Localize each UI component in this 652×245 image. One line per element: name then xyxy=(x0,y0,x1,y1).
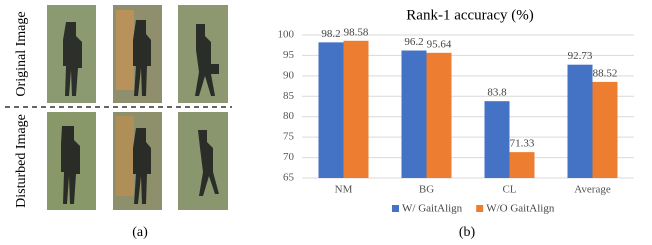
value-label: 96.2 xyxy=(404,36,423,48)
value-label: 88.52 xyxy=(593,67,618,79)
y-tick-label: 70 xyxy=(283,151,295,163)
y-tick-label: 90 xyxy=(283,69,295,81)
photo xyxy=(47,112,96,210)
x-tick-label: CL xyxy=(502,184,516,196)
value-label: 83.8 xyxy=(487,87,507,99)
photo xyxy=(113,112,162,210)
y-tick-label: 95 xyxy=(283,49,295,61)
x-tick-label: NM xyxy=(335,184,353,196)
photo xyxy=(113,5,162,103)
row-label: Disturbed Image xyxy=(14,114,29,208)
caption: (a) xyxy=(132,225,148,240)
legend-swatch xyxy=(476,205,484,212)
photo xyxy=(178,112,228,210)
bar xyxy=(509,152,535,178)
chart-title: Rank-1 accuracy (%) xyxy=(406,7,533,23)
x-tick-label: Average xyxy=(574,184,611,196)
bar xyxy=(484,101,510,178)
caption: (b) xyxy=(459,225,476,240)
value-label: 98.2 xyxy=(321,28,340,40)
bar xyxy=(343,40,369,179)
legend-swatch xyxy=(392,205,399,212)
value-label: 71.33 xyxy=(510,138,535,150)
bar xyxy=(567,64,593,178)
bar xyxy=(592,81,618,178)
photo xyxy=(178,5,228,103)
y-tick-label: 100 xyxy=(278,29,295,41)
row-label: Original Image xyxy=(14,11,29,96)
bar xyxy=(426,52,452,178)
legend-label: W/ GaitAlign xyxy=(402,203,463,215)
y-tick-label: 65 xyxy=(283,172,295,184)
value-label: 98.58 xyxy=(344,26,369,38)
y-tick-label: 85 xyxy=(283,90,295,102)
photo-panel: Original Image Disturbed Image (a) xyxy=(5,5,232,240)
photo xyxy=(47,5,96,103)
bar xyxy=(401,50,427,179)
bar xyxy=(318,42,344,179)
value-label: 95.64 xyxy=(427,38,452,50)
legend-label: W/O GaitAlign xyxy=(486,203,555,215)
value-label: 92.73 xyxy=(568,50,593,62)
x-tick-label: BG xyxy=(419,184,434,196)
y-tick-label: 75 xyxy=(283,131,295,143)
y-tick-label: 80 xyxy=(283,110,295,122)
